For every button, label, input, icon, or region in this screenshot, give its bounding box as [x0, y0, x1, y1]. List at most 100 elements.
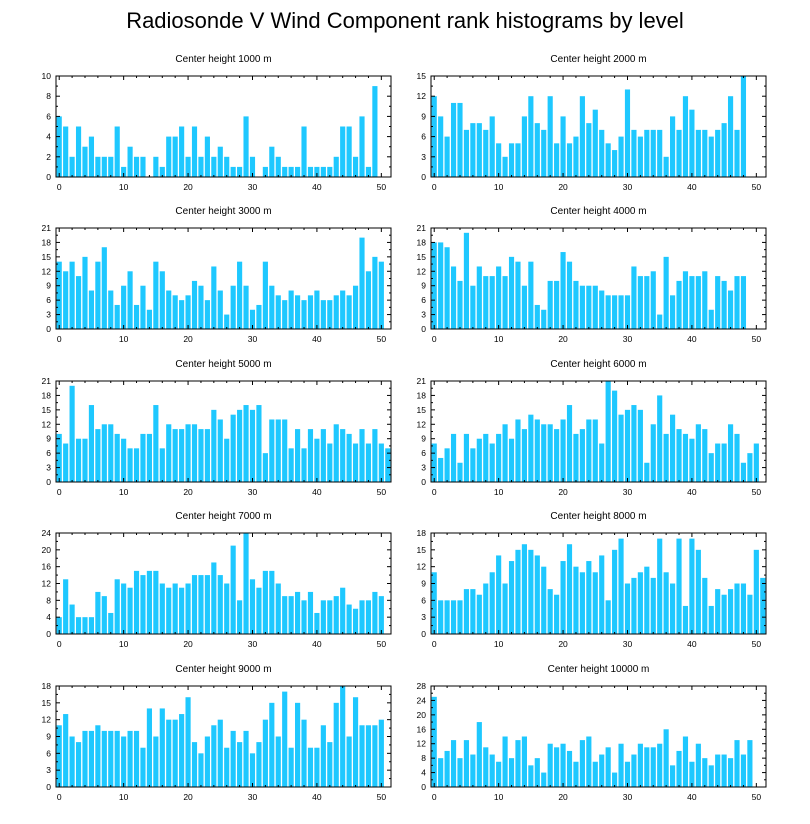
- bar: [721, 754, 727, 787]
- bar: [534, 123, 540, 177]
- bar: [282, 166, 288, 177]
- bar: [237, 409, 243, 482]
- bar: [740, 76, 747, 177]
- bar: [650, 747, 656, 787]
- bar: [605, 143, 611, 177]
- bar: [650, 424, 656, 482]
- bar: [534, 555, 540, 634]
- bar: [631, 405, 637, 482]
- y-tick-label: 21: [42, 376, 52, 386]
- bar: [204, 575, 210, 634]
- panel-title: Center height 8000 m: [550, 511, 646, 522]
- bar: [560, 419, 566, 482]
- y-tick-label: 28: [417, 681, 427, 691]
- bar: [88, 405, 95, 482]
- bar: [288, 166, 294, 177]
- bar: [140, 575, 146, 634]
- bar: [650, 577, 656, 634]
- y-tick-label: 12: [42, 266, 52, 276]
- histogram-panel: Center height 2000 m 0 3 6 9 12 15 0 10 20 30 40 50: [417, 54, 767, 192]
- bar: [599, 290, 605, 329]
- bar: [307, 295, 314, 329]
- y-tick-label: 3: [421, 310, 426, 320]
- bar: [121, 736, 127, 787]
- y-tick-label: 8: [46, 595, 51, 605]
- bar: [566, 750, 573, 787]
- x-tick-label: 20: [183, 334, 193, 344]
- bar: [133, 730, 140, 787]
- bar: [56, 617, 62, 634]
- y-tick-label: 18: [417, 390, 427, 400]
- bar: [605, 295, 611, 329]
- bar: [715, 754, 721, 787]
- y-tick-label: 6: [46, 448, 51, 458]
- bar: [108, 730, 114, 787]
- bar: [541, 566, 547, 634]
- x-tick-label: 30: [623, 639, 633, 649]
- bar: [586, 419, 592, 482]
- y-tick-label: 18: [417, 237, 427, 247]
- bar: [753, 443, 759, 482]
- bar: [95, 261, 101, 329]
- bar: [365, 600, 372, 634]
- bar: [56, 725, 62, 787]
- bar: [624, 409, 631, 482]
- x-tick-label: 0: [57, 182, 62, 192]
- bar: [295, 295, 301, 329]
- bar: [172, 295, 178, 329]
- bar: [734, 583, 740, 634]
- bar: [586, 561, 592, 634]
- bar: [95, 591, 101, 634]
- x-tick-label: 30: [248, 639, 258, 649]
- bar: [211, 156, 217, 177]
- bar: [463, 740, 470, 787]
- y-tick-label: 16: [42, 562, 52, 572]
- x-tick-label: 0: [432, 182, 437, 192]
- bar: [56, 261, 62, 329]
- x-tick-label: 40: [687, 182, 697, 192]
- x-tick-label: 30: [623, 487, 633, 497]
- bar: [249, 309, 256, 329]
- panel-title: Center height 3000 m: [175, 206, 271, 217]
- bar: [457, 102, 463, 177]
- x-tick-label: 50: [752, 792, 762, 802]
- bar: [541, 772, 547, 787]
- bar: [82, 256, 88, 329]
- bar: [346, 126, 352, 177]
- bar: [676, 538, 682, 634]
- bar: [101, 596, 107, 634]
- y-tick-label: 2: [46, 152, 51, 162]
- bar: [631, 754, 637, 787]
- bar: [307, 591, 314, 634]
- bar: [372, 256, 378, 329]
- bar: [515, 549, 521, 634]
- bar: [140, 285, 146, 329]
- bar: [230, 545, 236, 634]
- bar: [747, 453, 753, 482]
- x-tick-label: 50: [377, 334, 387, 344]
- bar: [295, 591, 301, 634]
- bar: [166, 719, 172, 787]
- y-tick-label: 3: [421, 463, 426, 473]
- bar: [327, 600, 333, 634]
- bar: [695, 549, 701, 634]
- bar: [547, 280, 553, 329]
- histogram-panel: Center height 7000 m 0 4 8 12 16 20 24 0 10 20 30 40…: [42, 511, 392, 649]
- bar: [346, 736, 352, 787]
- bar: [657, 129, 663, 177]
- bar: [573, 280, 579, 329]
- bar: [185, 156, 191, 177]
- bar: [121, 583, 127, 634]
- bar: [288, 290, 294, 329]
- y-tick-label: 0: [46, 324, 51, 334]
- x-tick-label: 30: [623, 334, 633, 344]
- y-tick-label: 12: [417, 91, 427, 101]
- bar: [644, 566, 650, 634]
- bar: [359, 429, 365, 482]
- bar: [378, 719, 384, 787]
- bar: [185, 697, 191, 787]
- x-tick-label: 40: [312, 487, 322, 497]
- bar: [740, 276, 747, 329]
- bar: [269, 146, 275, 177]
- bar: [269, 419, 275, 482]
